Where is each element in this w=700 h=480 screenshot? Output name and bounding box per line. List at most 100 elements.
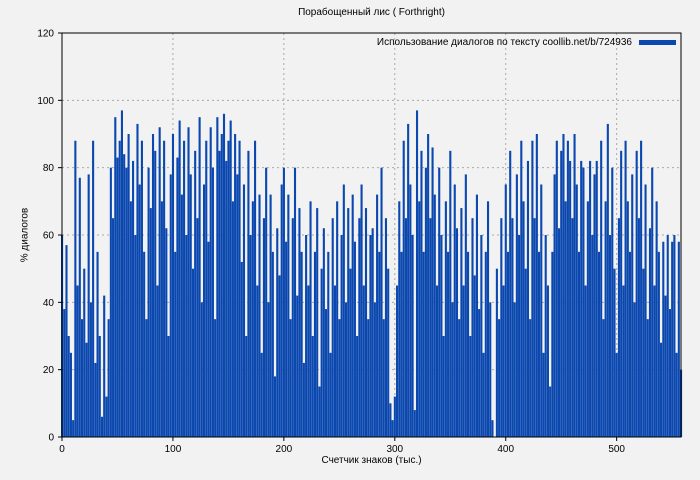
bar [185, 235, 188, 437]
bar [125, 167, 128, 438]
bar [347, 208, 350, 437]
bar [398, 201, 401, 437]
bar [575, 184, 578, 437]
bar [249, 235, 252, 437]
bar [307, 285, 310, 437]
bar [282, 167, 285, 438]
bar [220, 134, 223, 437]
legend-label: Использование диалогов по тексту coollib… [376, 37, 632, 48]
bar [340, 235, 343, 437]
bar [87, 174, 90, 437]
bar [622, 285, 625, 437]
bar [305, 235, 308, 437]
bar [396, 285, 399, 437]
bar [83, 268, 86, 437]
bar [637, 218, 640, 437]
bar [677, 241, 680, 437]
bar [531, 140, 534, 438]
bar [624, 140, 627, 438]
bar [535, 134, 538, 437]
bar [296, 295, 299, 437]
bar [356, 336, 359, 437]
bar [435, 285, 439, 437]
bar [100, 416, 104, 437]
bar [518, 235, 521, 437]
bar [156, 285, 159, 437]
bar [367, 319, 370, 437]
bar [631, 174, 634, 437]
bar [609, 235, 612, 437]
bar [240, 261, 243, 437]
bar [657, 251, 660, 437]
bar [373, 302, 376, 437]
bar [444, 201, 447, 437]
bar [486, 201, 490, 437]
bar [524, 268, 527, 437]
bar [626, 201, 629, 437]
bar [313, 251, 317, 437]
bar [642, 268, 645, 437]
bar [227, 140, 230, 438]
bar [562, 134, 565, 437]
bar [214, 319, 217, 437]
bar [615, 352, 618, 437]
bar [287, 194, 290, 437]
bar [107, 319, 110, 437]
bar [584, 285, 587, 437]
y-axis-label: % диалогов [19, 207, 31, 263]
bar [433, 194, 436, 437]
bar [191, 268, 194, 437]
bar [154, 150, 157, 437]
bar [114, 117, 117, 438]
bar [628, 251, 632, 437]
bar [231, 201, 234, 437]
bar [247, 150, 250, 437]
y-tick-label: 100 [37, 96, 54, 107]
bar [118, 140, 121, 438]
bar [276, 228, 279, 437]
bar [351, 194, 354, 437]
bar [289, 319, 292, 437]
bar [262, 218, 265, 437]
bar [382, 319, 385, 437]
bar [420, 150, 423, 437]
bar [673, 235, 676, 437]
bar [316, 208, 319, 437]
bar [633, 302, 636, 437]
bar [495, 268, 498, 437]
bar [67, 336, 70, 437]
x-tick-label: 100 [165, 444, 182, 455]
bar [411, 235, 414, 437]
bar [591, 235, 594, 437]
bar [134, 235, 137, 437]
bar [358, 218, 361, 437]
bar [387, 268, 390, 437]
bar [342, 184, 345, 437]
bar [260, 352, 263, 437]
chart-title: Порабощенный лис ( Forthright) [298, 7, 445, 18]
bar [89, 302, 92, 437]
bar [269, 194, 272, 437]
bar [467, 251, 470, 437]
bar [582, 167, 585, 438]
bar [429, 218, 432, 437]
bar [431, 147, 434, 437]
bar [653, 285, 656, 437]
bar [69, 352, 72, 437]
y-tick-label: 120 [37, 29, 54, 40]
bar [145, 319, 148, 437]
bar [602, 319, 605, 437]
bar [174, 251, 177, 437]
legend-series-swatch [639, 40, 676, 45]
bar [225, 160, 228, 437]
bar [265, 167, 268, 438]
bar [538, 251, 541, 437]
bar [580, 160, 583, 437]
bar [216, 117, 219, 438]
bar [85, 342, 88, 437]
bar [675, 352, 678, 437]
bar [480, 235, 483, 437]
bar [571, 218, 574, 437]
bar [413, 410, 416, 437]
bar [418, 201, 421, 437]
